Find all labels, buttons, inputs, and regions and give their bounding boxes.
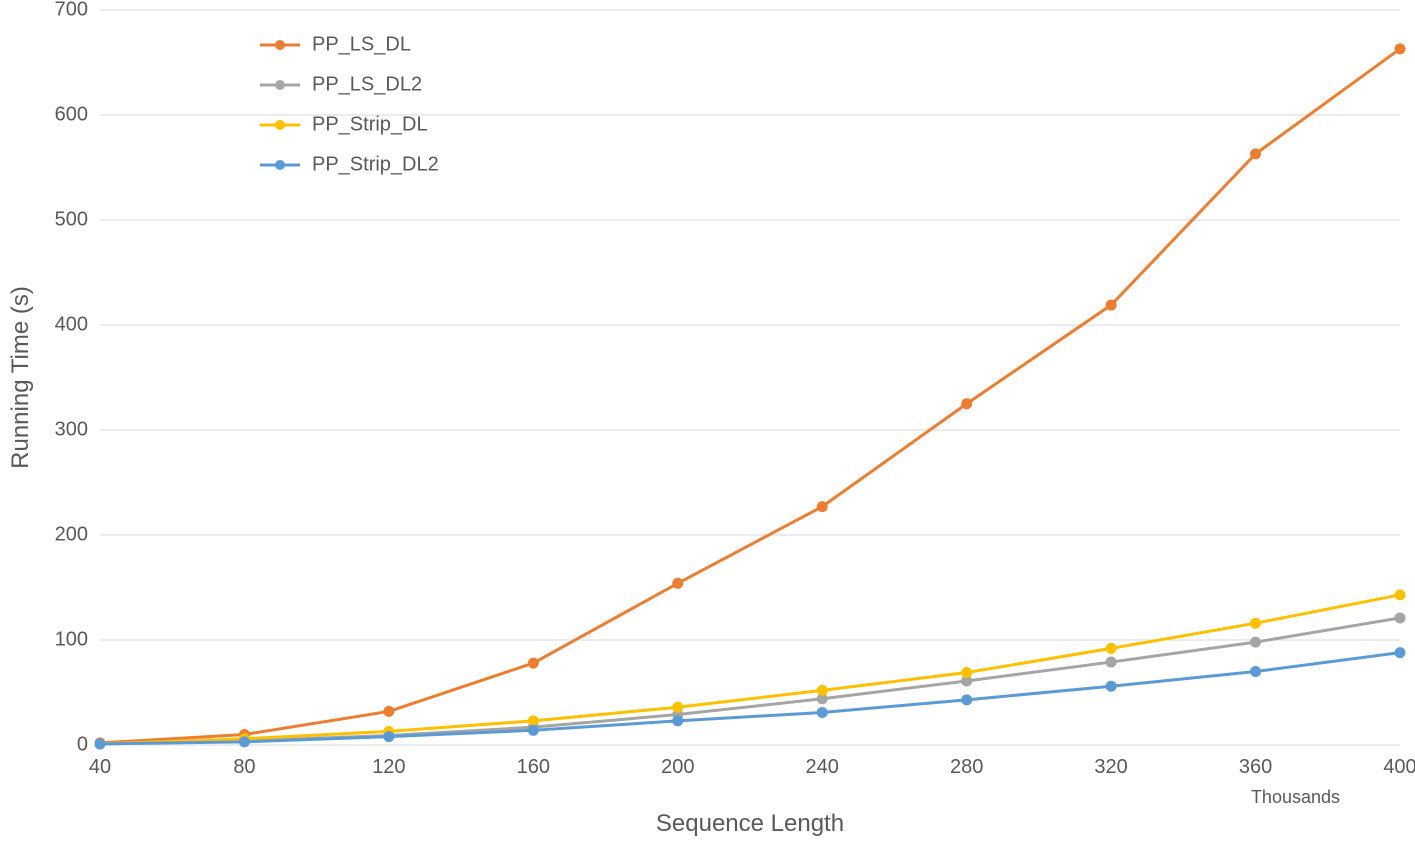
series-marker — [384, 732, 394, 742]
series-marker — [817, 707, 827, 717]
series-marker — [673, 578, 683, 588]
x-tick-label: 40 — [89, 756, 111, 778]
x-tick-label: 120 — [372, 756, 405, 778]
x-tick-label: 240 — [806, 756, 839, 778]
x-tick-label: 320 — [1094, 756, 1127, 778]
series-marker — [1251, 667, 1261, 677]
legend-marker — [275, 40, 285, 50]
x-tick-label: 360 — [1239, 756, 1272, 778]
y-tick-label: 0 — [77, 733, 88, 755]
series-marker — [1251, 618, 1261, 628]
series-marker — [962, 399, 972, 409]
legend-label: PP_Strip_DL2 — [312, 153, 439, 175]
series-marker — [962, 668, 972, 678]
series-marker — [239, 737, 249, 747]
y-tick-label: 500 — [55, 208, 88, 230]
y-tick-label: 400 — [55, 313, 88, 335]
series-marker — [1251, 637, 1261, 647]
x-tick-label: 200 — [661, 756, 694, 778]
legend-label: PP_LS_DL2 — [312, 73, 422, 95]
y-tick-label: 700 — [55, 0, 88, 20]
series-marker — [817, 502, 827, 512]
series-marker — [1106, 657, 1116, 667]
legend-marker — [275, 120, 285, 130]
x-tick-label: 160 — [517, 756, 550, 778]
y-tick-label: 100 — [55, 628, 88, 650]
series-marker — [1106, 643, 1116, 653]
series-marker — [817, 685, 827, 695]
chart-bg — [0, 0, 1415, 849]
y-tick-label: 300 — [55, 418, 88, 440]
series-marker — [528, 725, 538, 735]
x-tick-label: 400 — [1383, 756, 1415, 778]
series-marker — [95, 739, 105, 749]
series-marker — [1395, 590, 1405, 600]
y-tick-label: 600 — [55, 103, 88, 125]
x-axis-title: Sequence Length — [656, 810, 844, 837]
x-tick-label: 80 — [233, 756, 255, 778]
series-marker — [528, 716, 538, 726]
series-marker — [1251, 149, 1261, 159]
legend-label: PP_LS_DL — [312, 33, 411, 55]
x-tick-label: 280 — [950, 756, 983, 778]
legend-marker — [275, 160, 285, 170]
y-tick-label: 200 — [55, 523, 88, 545]
line-chart: 0 100 200 300 400 500 600 700 40 80 120 160 200 240 28… — [0, 0, 1415, 849]
x-axis-unit: Thousands — [1251, 787, 1340, 807]
series-marker — [1106, 681, 1116, 691]
series-marker — [1395, 613, 1405, 623]
series-marker — [673, 716, 683, 726]
series-marker — [528, 658, 538, 668]
series-marker — [1395, 648, 1405, 658]
legend-marker — [275, 80, 285, 90]
series-marker — [1395, 44, 1405, 54]
series-marker — [962, 695, 972, 705]
series-marker — [384, 706, 394, 716]
legend-label: PP_Strip_DL — [312, 113, 428, 135]
series-marker — [673, 702, 683, 712]
series-marker — [1106, 300, 1116, 310]
y-axis-title: Running Time (s) — [7, 286, 34, 469]
